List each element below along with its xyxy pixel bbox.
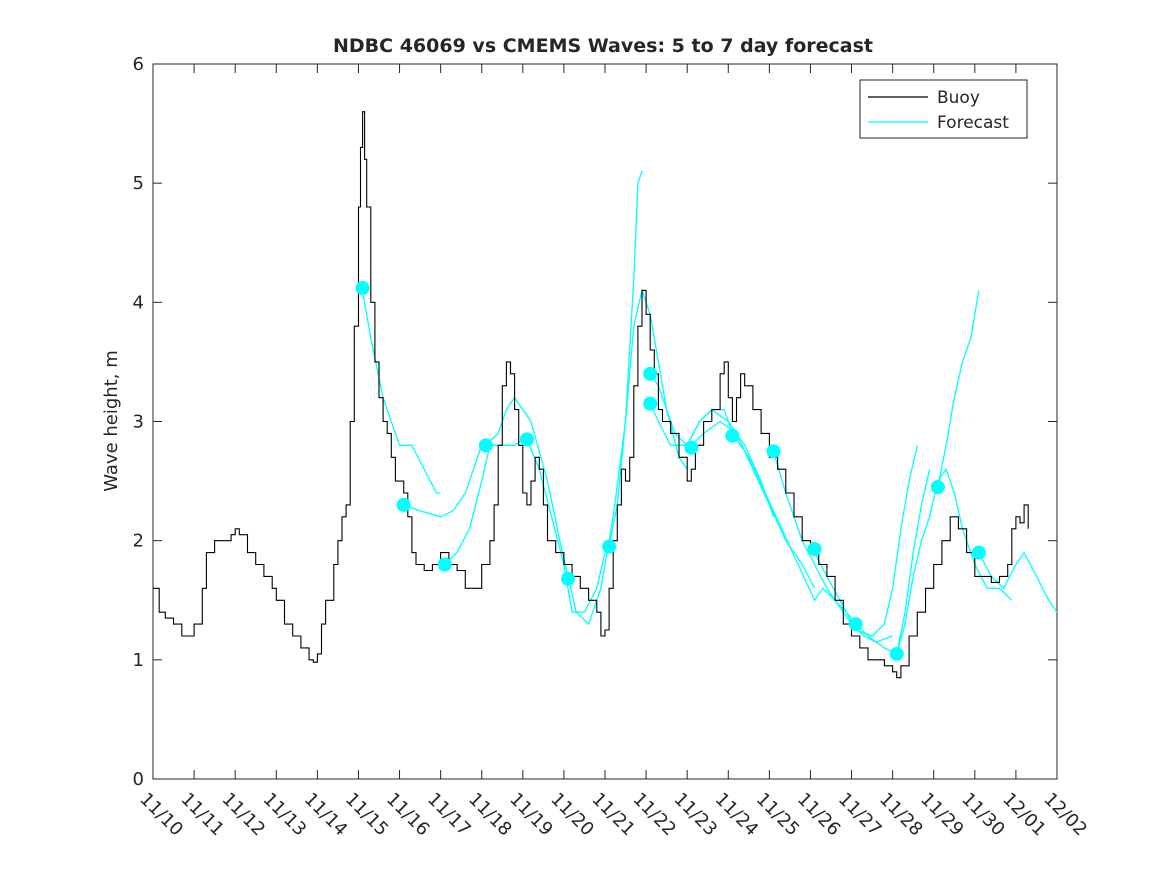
y-tick-label: 3 bbox=[133, 412, 144, 433]
chart-title: NDBC 46069 vs CMEMS Waves: 5 to 7 day fo… bbox=[333, 35, 873, 57]
forecast-marker bbox=[766, 444, 781, 459]
forecast-line bbox=[361, 290, 441, 494]
y-tick-label: 0 bbox=[133, 769, 144, 790]
forecast-marker bbox=[930, 480, 945, 495]
forecast-line bbox=[731, 433, 852, 619]
forecast-marker bbox=[602, 539, 617, 554]
forecast-marker bbox=[971, 545, 986, 560]
axes-box bbox=[152, 63, 1058, 780]
legend-box bbox=[859, 79, 1028, 139]
legend-label: Buoy bbox=[937, 88, 980, 108]
forecast-marker bbox=[684, 440, 699, 455]
forecast-marker bbox=[725, 428, 740, 443]
forecast-line bbox=[896, 467, 1013, 655]
forecast-line bbox=[567, 171, 643, 626]
forecast-line bbox=[937, 290, 980, 488]
y-axis-label: Wave height, m bbox=[101, 350, 122, 491]
forecast-marker bbox=[889, 646, 904, 661]
forecast-marker bbox=[437, 557, 452, 572]
forecast-marker bbox=[355, 281, 370, 296]
forecast-marker bbox=[807, 542, 822, 557]
forecast-marker bbox=[519, 432, 534, 447]
buoy-line bbox=[153, 111, 1029, 679]
forecast-line bbox=[526, 439, 606, 613]
forecast-line bbox=[855, 469, 931, 655]
forecast-line bbox=[978, 551, 1058, 613]
y-tick-label: 1 bbox=[133, 650, 144, 671]
forecast-marker bbox=[478, 438, 493, 453]
forecast-marker bbox=[643, 366, 658, 381]
y-tick-label: 6 bbox=[133, 54, 144, 75]
y-tick-label: 4 bbox=[133, 292, 144, 313]
y-tick-label: 5 bbox=[133, 173, 144, 194]
forecast-line bbox=[690, 420, 816, 589]
forecast-line bbox=[403, 445, 483, 518]
forecast-marker bbox=[396, 497, 411, 512]
forecast-line bbox=[485, 396, 569, 577]
forecast-line bbox=[444, 438, 524, 565]
legend-label: Forecast bbox=[937, 113, 1009, 133]
forecast-marker bbox=[643, 396, 658, 411]
forecast-marker bbox=[848, 617, 863, 632]
forecast-marker bbox=[561, 571, 576, 586]
legend: Buoy Forecast bbox=[859, 79, 1028, 139]
y-tick-label: 2 bbox=[133, 531, 144, 552]
plot-area: 012345611/1011/1111/1211/1311/1411/1511/… bbox=[133, 54, 1091, 840]
forecast-line bbox=[649, 403, 775, 518]
